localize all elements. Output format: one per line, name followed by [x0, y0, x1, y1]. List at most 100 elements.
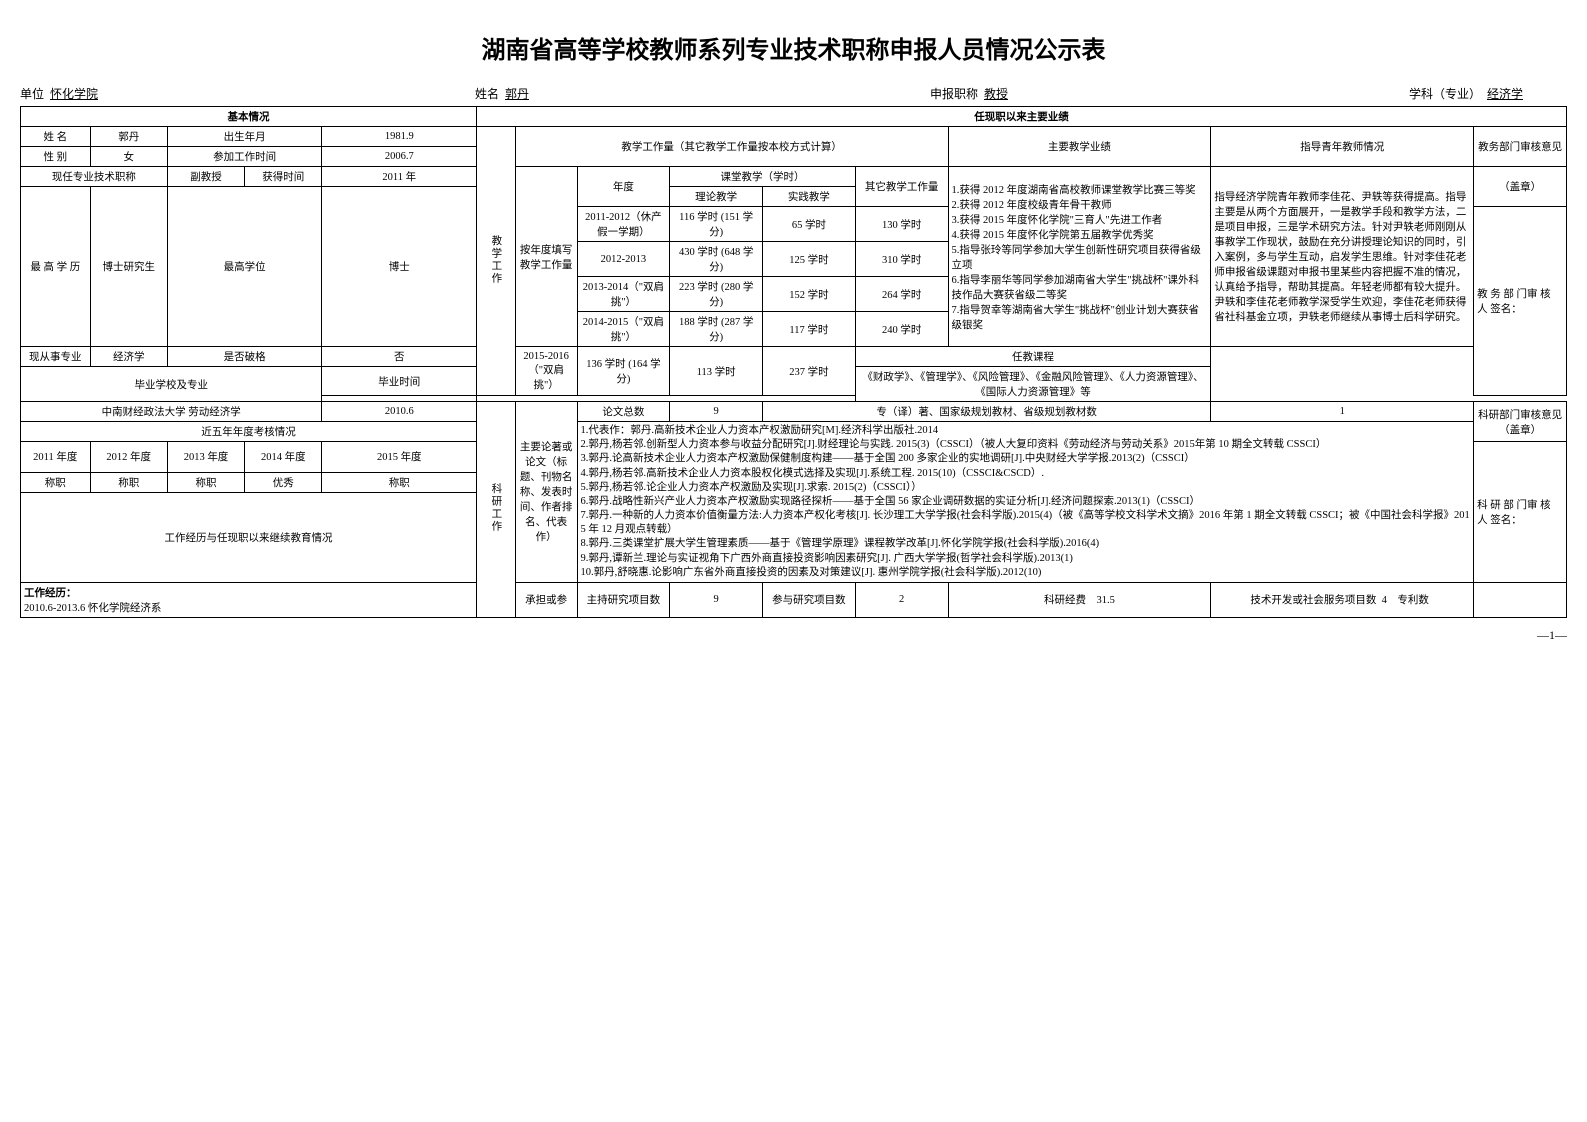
- pub-4: 5.郭丹,杨若邻.论企业人力资本产权激励及实现[J].求索. 2015(2)（C…: [581, 481, 1471, 495]
- col-year: 年度: [577, 167, 670, 207]
- wl-year-2: 2013-2014（"双肩挑"）: [577, 277, 670, 312]
- research-sign: 科 研 部 门审 核 人 签名：: [1474, 442, 1567, 583]
- col-other: 其它教学工作量: [855, 167, 948, 207]
- wl-year-4: 2015-2016（"双肩挑"）: [515, 347, 577, 396]
- wl-year-0: 2011-2012（休产假一学期）: [577, 207, 670, 242]
- wl-class-4: 136 学时 (164 学分): [577, 347, 670, 396]
- gender-label: 性 别: [21, 147, 91, 167]
- pub-0: 1.代表作：郭丹.高新技术企业人力资本产权激励研究[M].经济科学出版社.201…: [581, 424, 1471, 438]
- participate-projects-label: 参与研究项目数: [763, 582, 856, 617]
- wl-practice-1: 310 学时: [855, 242, 948, 277]
- wl-year-1: 2012-2013: [577, 242, 670, 277]
- papers-label: 论文总数: [577, 402, 670, 422]
- pub-7: 8.郭丹.三类课堂扩展大学生管理素质——基于《管理学原理》课程教学改革[J].怀…: [581, 537, 1471, 551]
- wl-class-0: 116 学时 (151 学分): [670, 207, 763, 242]
- main-results-header: 主要教学业绩: [948, 127, 1211, 167]
- work-history-cell: 工作经历： 2010.6-2013.6 怀化学院经济系: [21, 582, 477, 617]
- header-line: 单位 怀化学院 姓名 郭丹 申报职称 教授 学科（专业） 经济学: [20, 85, 1567, 102]
- work-history-value: 2010.6-2013.6 怀化学院经济系: [24, 603, 161, 614]
- name-field-value: 郭丹: [90, 127, 167, 147]
- assess-r4: 称职: [322, 472, 477, 492]
- highest-degree-value: 博士: [322, 187, 477, 347]
- grad-time-label: 毕业时间: [322, 367, 477, 396]
- highest-edu-label: 最 高 学 历: [21, 187, 91, 347]
- disqualified-label: 是否破格: [167, 347, 322, 367]
- gender-value: 女: [90, 147, 167, 167]
- unit-label: 单位: [20, 85, 44, 102]
- research-dept-approval: 科研部门审核意见 （盖章）: [1474, 402, 1567, 442]
- textbooks-label: 专（译）著、国家级规划教材、省级规划教材数: [763, 402, 1211, 422]
- subject-value: 经济学: [1487, 85, 1567, 102]
- page-number: —1—: [20, 628, 1567, 643]
- grad-school-label: 毕业学校及专业: [21, 367, 322, 402]
- birth-label: 出生年月: [167, 127, 322, 147]
- teaching-block-label: 教学工作: [477, 127, 516, 396]
- highest-degree-label: 最高学位: [167, 187, 322, 347]
- assess-r1: 称职: [90, 472, 167, 492]
- pub-9: 10.郭丹,舒晓惠.论影响广东省外商直接投资的因素及对策建议[J]. 惠州学院学…: [581, 566, 1471, 580]
- current-major-label: 现从事专业: [21, 347, 91, 367]
- col-practice: 实践教学: [763, 187, 856, 207]
- page-title: 湖南省高等学校教师系列专业技术职称申报人员情况公示表: [20, 30, 1567, 65]
- wl-practice-4: 237 学时: [763, 347, 856, 396]
- work-history-header: 工作经历与任现职以来继续教育情况: [21, 492, 477, 582]
- obtain-time-label: 获得时间: [245, 167, 322, 187]
- subject-label: 学科（专业）: [1409, 85, 1481, 102]
- assess-y4: 2015 年度: [322, 442, 477, 473]
- host-projects-count: 9: [670, 582, 763, 617]
- pub-3: 4.郭丹,杨若邻.高新技术企业人力资本股权化模式选择及实现[J].系统工程. 2…: [581, 467, 1471, 481]
- funding-cell: 科研经费 31.5: [948, 582, 1211, 617]
- teaching-dept-approval: 教务部门审核意见: [1474, 127, 1567, 167]
- wl-theory-4: 113 学时: [670, 347, 763, 396]
- host-projects-label: 主持研究项目数: [577, 582, 670, 617]
- main-table: 基本情况 任现职以来主要业绩 姓 名 郭丹 出生年月 1981.9 教学工作 教…: [20, 106, 1567, 618]
- main-results-text: 1.获得 2012 年度湖南省高校教师课堂教学比赛三等奖 2.获得 2012 年…: [948, 167, 1211, 347]
- wl-practice-0: 130 学时: [855, 207, 948, 242]
- pub-6: 7.郭丹.一种新的人力资本价值衡量方法:人力资本产权化考核[J]. 长沙理工大学…: [581, 509, 1471, 537]
- wl-class-2: 223 学时 (280 学分): [670, 277, 763, 312]
- guide-header: 指导青年教师情况: [1211, 127, 1474, 167]
- papers-count: 9: [670, 402, 763, 422]
- apply-title-value: 教授: [984, 85, 1064, 102]
- current-major-value: 经济学: [90, 347, 167, 367]
- name-field-label: 姓 名: [21, 127, 91, 147]
- name-value: 郭丹: [505, 85, 585, 102]
- wl-theory-3: 117 学时: [763, 312, 856, 347]
- birth-value: 1981.9: [322, 127, 477, 147]
- grad-school-value: 中南财经政法大学 劳动经济学: [21, 402, 322, 422]
- assess-y3: 2014 年度: [245, 442, 322, 473]
- textbooks-count: 1: [1211, 402, 1474, 422]
- wl-theory-0: 65 学时: [763, 207, 856, 242]
- host-or-participate-label: 承担或参: [515, 582, 577, 617]
- current-title-label: 现任专业技术职称: [21, 167, 168, 187]
- approval-empty: [1474, 582, 1567, 617]
- seal-label: （盖章）: [1474, 167, 1567, 207]
- courses-header: 任教课程: [855, 347, 1211, 367]
- wl-theory-2: 152 学时: [763, 277, 856, 312]
- guide-text: 指导经济学院青年教师李佳花、尹轶等获得提高。指导主要是从两个方面展开，一是教学手…: [1211, 167, 1474, 347]
- obtain-time-value: 2011 年: [322, 167, 477, 187]
- assess-r2: 称职: [167, 472, 244, 492]
- apply-title-label: 申报职称: [930, 85, 978, 102]
- assess-y1: 2012 年度: [90, 442, 167, 473]
- work-history-label: 工作经历：: [24, 588, 77, 599]
- assess-y0: 2011 年度: [21, 442, 91, 473]
- current-title-value: 副教授: [167, 167, 244, 187]
- participate-projects-count: 2: [855, 582, 948, 617]
- col-class-header: 课堂教学（学时）: [670, 167, 856, 187]
- join-value: 2006.7: [322, 147, 477, 167]
- highest-edu-value: 博士研究生: [90, 187, 167, 347]
- pub-2: 3.郭丹.论高新技术企业人力资本产权激励保健制度构建——基于全国 200 多家企…: [581, 452, 1471, 466]
- tech-patent-cell: 技术开发或社会服务项目数 4 专利数: [1211, 582, 1474, 617]
- publist-header: 主要论著或论文（标题、刊物名称、发表时间、作者排名、代表作）: [515, 402, 577, 583]
- wl-practice-2: 264 学时: [855, 277, 948, 312]
- grad-time-value: 2010.6: [322, 402, 477, 422]
- wl-practice-3: 240 学时: [855, 312, 948, 347]
- assess-r0: 称职: [21, 472, 91, 492]
- per-year-label: 按年度填写教学工作量: [515, 167, 577, 347]
- name-label: 姓名: [475, 85, 499, 102]
- col-theory: 理论教学: [670, 187, 763, 207]
- publist-cell: 1.代表作：郭丹.高新技术企业人力资本产权激励研究[M].经济科学出版社.201…: [577, 422, 1474, 583]
- pub-8: 9.郭丹,谭新兰.理论与实证视角下广西外商直接投资影响因素研究[J]. 广西大学…: [581, 552, 1471, 566]
- pub-5: 6.郭丹.战略性新兴产业人力资本产权激励实现路径探析——基于全国 56 家企业调…: [581, 495, 1471, 509]
